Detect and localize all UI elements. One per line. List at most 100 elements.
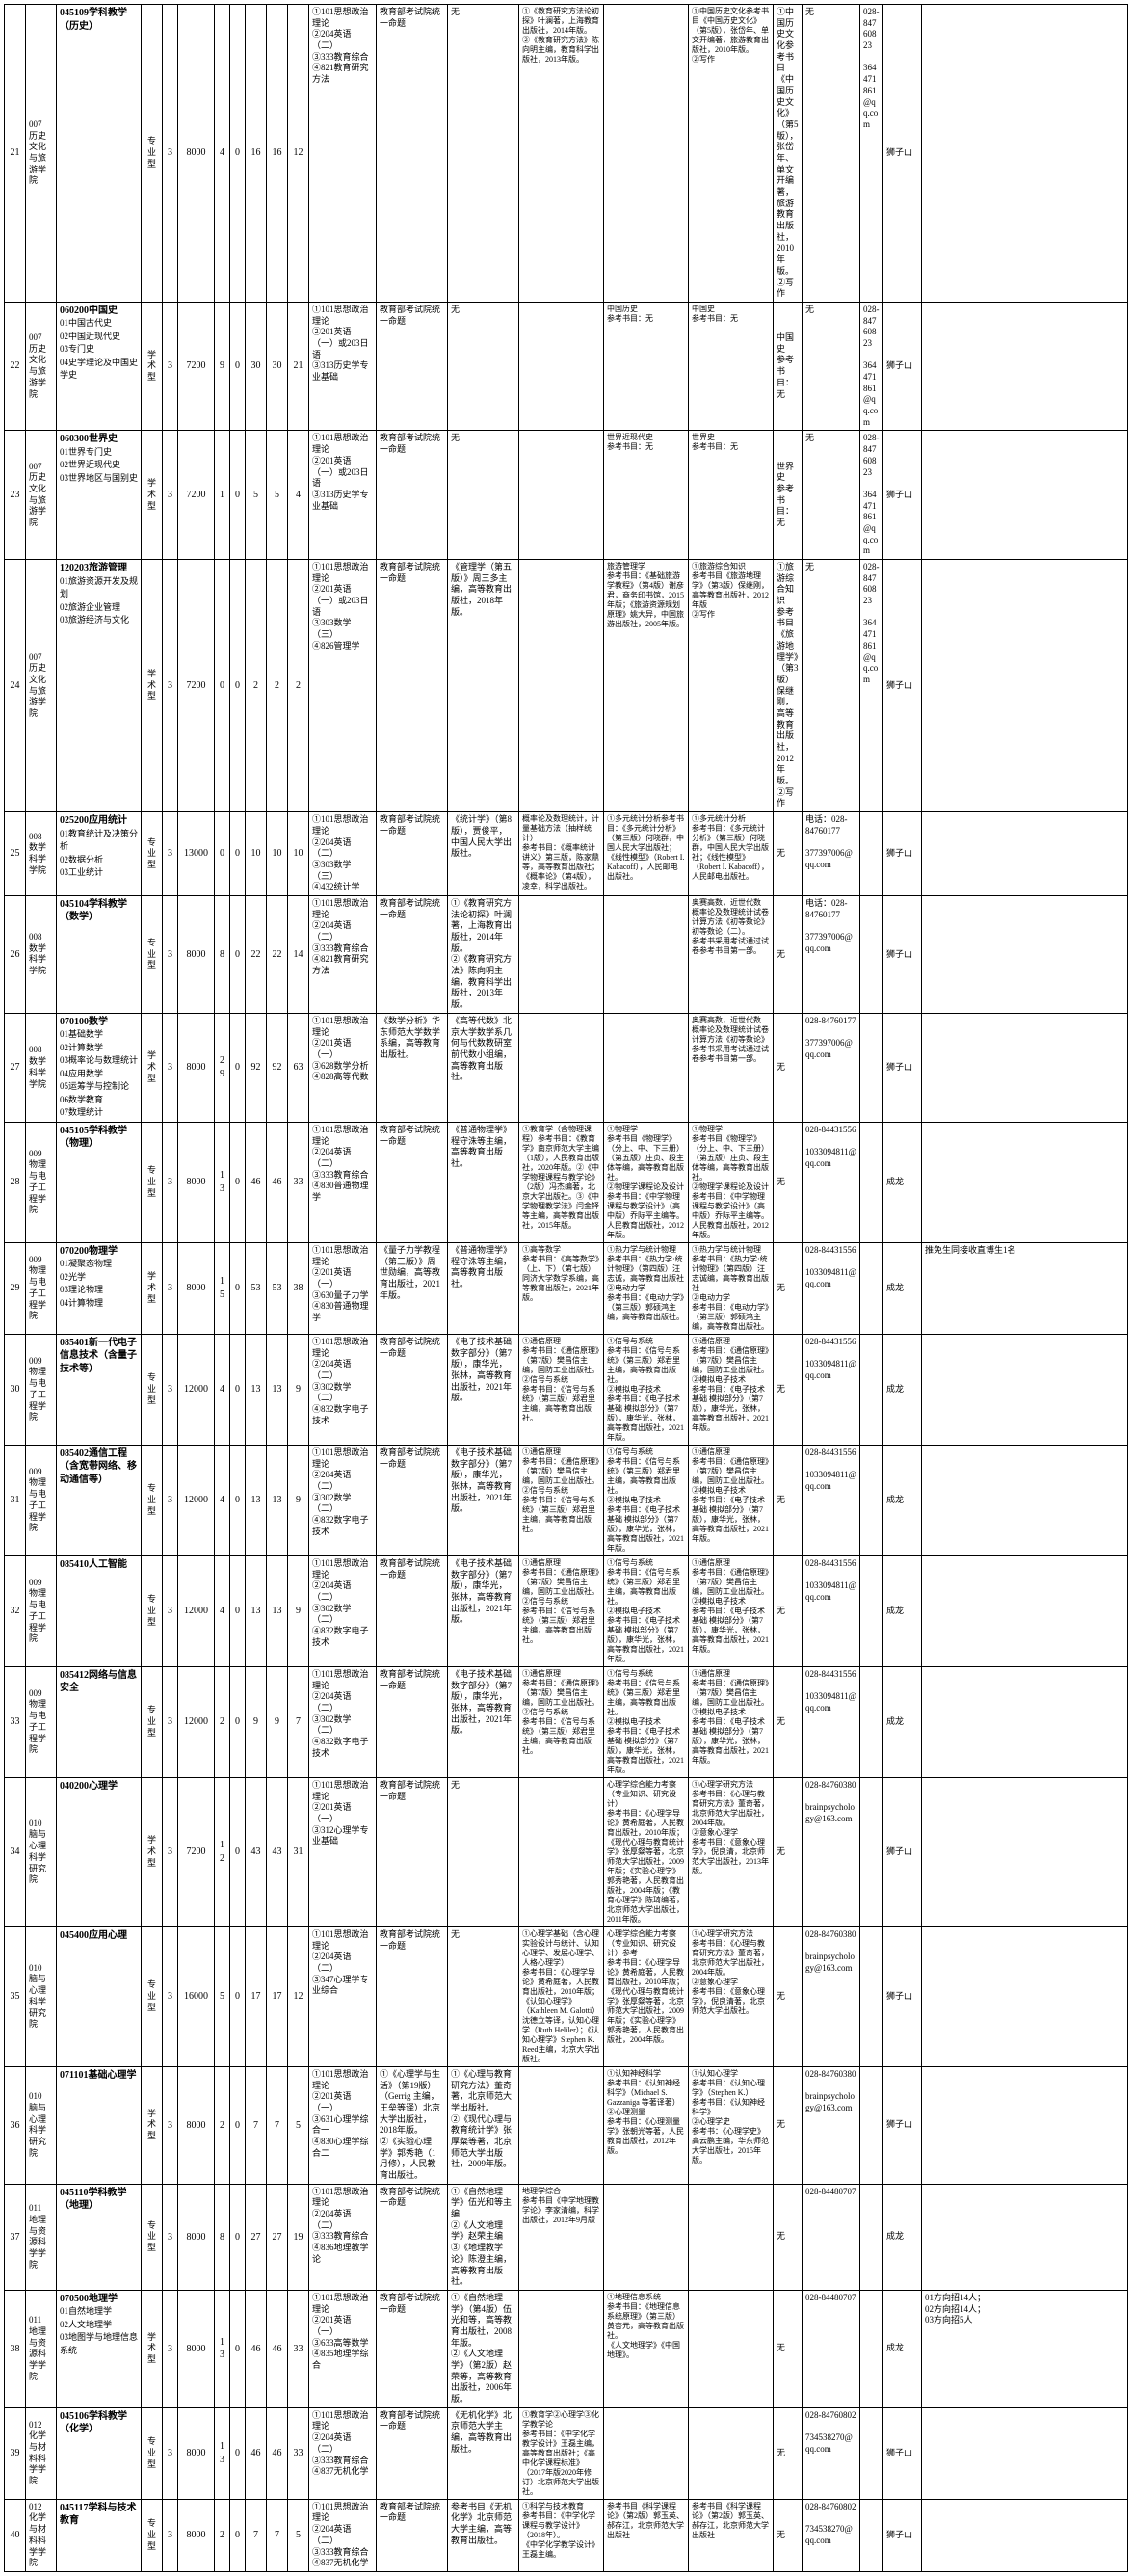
- c18: ①旅游综合知识参考书目《旅游地理学》（第3版）保继刚，高等教育出版社，2012年…: [774, 560, 803, 812]
- fee-cell: 8000: [178, 2066, 215, 2184]
- major-title: 045400应用心理: [60, 1930, 127, 1941]
- admissions-table: 21007历史文化与旅游学院045109学科教学（历史）专业型380004016…: [4, 4, 1128, 2572]
- num-d: 7: [267, 2499, 288, 2571]
- contact-cell: 028-84760380brainpsychology@163.com: [803, 2066, 860, 2184]
- num-b: 0: [230, 2184, 246, 2290]
- c16: ①热力学与统计物理参考书目：《热力学·统计物理》（第四版）汪志诚，高等教育出版社…: [604, 1242, 689, 1334]
- years-cell: 3: [163, 1926, 178, 2066]
- num-d: 17: [267, 1926, 288, 2066]
- num-b: 0: [230, 560, 246, 812]
- major-cell: 045106学科教学（化学）: [57, 2407, 142, 2499]
- exam-cell: ①101思想政治理论②204英语（二）③333教育综合④821教育研究方法: [309, 895, 377, 1013]
- num-e: 33: [288, 2290, 309, 2407]
- c18: 无: [774, 1445, 803, 1555]
- exam-cell: ①101思想政治理论②201英语（一）或203日语③303数学（三）④826管理…: [309, 560, 377, 812]
- num-b: 0: [230, 5, 246, 303]
- c14: 《高等代数》北京大学数学系几何与代数教研室前代数小组编，高等教育出版社。: [448, 1013, 519, 1122]
- contact-cell: 028-844315561033094811@qq.com: [803, 1122, 860, 1242]
- fee-cell: 8000: [178, 2290, 215, 2407]
- fee-cell: 7200: [178, 1777, 215, 1926]
- c20: [860, 1926, 883, 2066]
- exam-cell: ①101思想政治理论②204英语（二）③302数学（二）④832数字电子技术: [309, 1445, 377, 1555]
- num-c: 7: [246, 2066, 267, 2184]
- major-cell: 070500地理学01自然地理学02人文地理学03地图学与地理信息系统: [57, 2290, 142, 2407]
- table-row: 24007历史文化与旅游学院120203旅游管理01旅游资源开发及规划02旅游企…: [5, 560, 1128, 812]
- c16: ①信号与系统参考书目：《信号与系统》（第三版）郑君里主编，高等教育出版社。②模拟…: [604, 1666, 689, 1777]
- table-row: 31009物理与电子工程学院085402通信工程（含宽带网络、移动通信等）专业型…: [5, 1445, 1128, 1555]
- c14: 《电子技术基础 数字部分》（第7版），康华光，张林，高等教育出版社，2021年版…: [448, 1666, 519, 1777]
- campus-cell: 狮子山: [883, 1926, 922, 2066]
- major-cell: 085402通信工程（含宽带网络、移动通信等）: [57, 1445, 142, 1555]
- type-cell: 学术型: [142, 1777, 163, 1926]
- c17: ①认知心理学参考书目：《认知心理学》（Stephen K.）参考书目：《认知神经…: [689, 2066, 774, 2184]
- num-d: 46: [267, 2407, 288, 2499]
- fee-cell: 8000: [178, 2184, 215, 2290]
- exam-cell: ①101思想政治理论②201英语（一）③630量子力学④830普通物理学: [309, 1242, 377, 1334]
- c18: 中国史参考书目：无: [774, 302, 803, 431]
- num-b: 0: [230, 2290, 246, 2407]
- c13: 教育部考试院统一命题: [377, 1926, 448, 2066]
- num-e: 19: [288, 2184, 309, 2290]
- years-cell: 3: [163, 431, 178, 560]
- type-cell: 学术型: [142, 302, 163, 431]
- row-number: 23: [5, 431, 26, 560]
- c14: ①《自然地理学》伍光和等主编②《人文地理学》赵荣主编③《地理教学论》陈澄主编，高…: [448, 2184, 519, 2290]
- c13: 教育部考试院统一命题: [377, 1555, 448, 1666]
- c20: [860, 895, 883, 1013]
- num-b: 0: [230, 302, 246, 431]
- contact-cell: 028-844315561033094811@qq.com: [803, 1334, 860, 1445]
- num-b: 0: [230, 1777, 246, 1926]
- c16: ①信号与系统参考书目：《信号与系统》（第三版）郑君里主编，高等教育出版社。②模拟…: [604, 1555, 689, 1666]
- c18: 无: [774, 1122, 803, 1242]
- c17: ①多元统计分析参考书目：《多元统计分析》（第三版）何晓群，中国人民大学出版社；《…: [689, 812, 774, 896]
- c15: [519, 431, 604, 560]
- campus-cell: 狮子山: [883, 560, 922, 812]
- num-d: 92: [267, 1013, 288, 1122]
- contact-cell: 无: [803, 5, 860, 303]
- campus-cell: 成龙: [883, 1334, 922, 1445]
- type-cell: 专业型: [142, 1334, 163, 1445]
- num-d: 30: [267, 302, 288, 431]
- contact-cell: 028-84760802734538270@qq.com: [803, 2407, 860, 2499]
- c16: [604, 895, 689, 1013]
- c20: [860, 812, 883, 896]
- row-number: 33: [5, 1666, 26, 1777]
- fee-cell: 12000: [178, 1445, 215, 1555]
- num-e: 9: [288, 1445, 309, 1555]
- num-a: 13: [215, 2407, 230, 2499]
- c16: 世界近现代史参考书目：无: [604, 431, 689, 560]
- row-number: 31: [5, 1445, 26, 1555]
- years-cell: 3: [163, 560, 178, 812]
- c13: 教育部考试院统一命题: [377, 2184, 448, 2290]
- table-row: 36010脑与心理科学研究院071101基础心理学学术型3800020775①1…: [5, 2066, 1128, 2184]
- num-a: 2: [215, 2066, 230, 2184]
- c18: 无: [774, 1926, 803, 2066]
- c20: [860, 1122, 883, 1242]
- exam-cell: ①101思想政治理论②204英语（二）③302数学（二）④832数字电子技术: [309, 1666, 377, 1777]
- exam-cell: ①101思想政治理论②201英语（一）③631心理学综合一④830心理学综合二: [309, 2066, 377, 2184]
- campus-cell: 狮子山: [883, 812, 922, 896]
- dept-cell: 009物理与电子工程学院: [26, 1666, 57, 1777]
- c18: 无: [774, 1555, 803, 1666]
- c14: ①《心理与教育研究方法》董奇著，北京师范大学出版社。②《现代心理与教育统计学》张…: [448, 2066, 519, 2184]
- major-title: 120203旅游管理: [60, 563, 127, 573]
- major-cell: 045105学科教学（物理）: [57, 1122, 142, 1242]
- exam-cell: ①101思想政治理论②204英语（二）③333教育综合④837无机化学: [309, 2499, 377, 2571]
- major-cell: 045110学科教学（地理）: [57, 2184, 142, 2290]
- c17: 奥赛高数，近世代数概率论及数理统计试卷计算方法《初等数论》参考书采用考试通过试卷…: [689, 1013, 774, 1122]
- contact-cell: 028-84760177377397006@qq.com: [803, 1013, 860, 1122]
- num-d: 2: [267, 560, 288, 812]
- num-e: 63: [288, 1013, 309, 1122]
- table-row: 34010脑与心理科学研究院040200心理学学术型37200120434331…: [5, 1777, 1128, 1926]
- c16: [604, 1013, 689, 1122]
- campus-cell: 成龙: [883, 1242, 922, 1334]
- c14: 无: [448, 5, 519, 303]
- c17: ①通信原理参考书目：《通信原理》（第7版）樊昌信主编，国防工业出版社。②模拟电子…: [689, 1445, 774, 1555]
- num-c: 2: [246, 560, 267, 812]
- num-b: 0: [230, 431, 246, 560]
- c14: 《无机化学》北京师范大学主编，高等教育出版社。: [448, 2407, 519, 2499]
- campus-cell: 狮子山: [883, 895, 922, 1013]
- c14: 《电子技术基础 数字部分》（第7版），康华光，张林，高等教育出版社，2021年版…: [448, 1334, 519, 1445]
- num-e: 21: [288, 302, 309, 431]
- contact-cell: 电话：028-84760177377397006@qq.com: [803, 812, 860, 896]
